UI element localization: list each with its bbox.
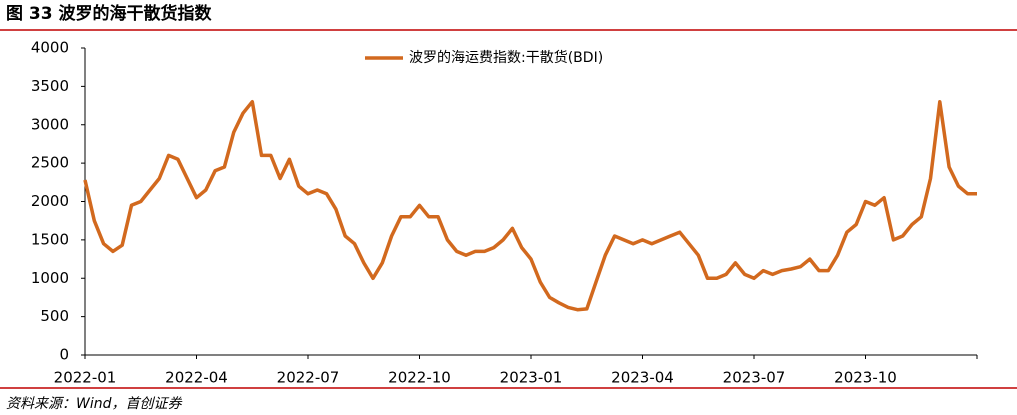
y-tick-label: 1000: [31, 269, 69, 287]
y-tick-label: 2500: [31, 154, 69, 172]
y-tick-label: 4000: [31, 39, 69, 57]
x-tick-label: 2022-07: [277, 369, 340, 387]
x-tick-label: 2023-04: [611, 369, 674, 387]
x-tick-label: 2023-01: [500, 369, 563, 387]
y-tick-label: 3000: [31, 115, 69, 133]
x-tick-label: 2022-01: [54, 369, 117, 387]
data-line: [83, 99, 977, 312]
x-tick-label: 2023-07: [723, 369, 786, 387]
source-note: 资料来源：Wind，首创证券: [6, 396, 182, 412]
y-tick-label: 500: [40, 307, 69, 325]
chart-title: 图 33 波罗的海干散货指数: [6, 3, 212, 24]
y-tick-label: 0: [59, 346, 69, 364]
x-tick-label: 2022-10: [388, 369, 451, 387]
y-tick-label: 2000: [31, 192, 69, 210]
x-tick-label: 2023-10: [834, 369, 897, 387]
y-tick-label: 3500: [31, 77, 69, 95]
y-tick-label: 1500: [31, 230, 69, 248]
x-tick-label: 2022-04: [165, 369, 228, 387]
legend-label: 波罗的海运费指数:干散货(BDI): [409, 49, 603, 66]
